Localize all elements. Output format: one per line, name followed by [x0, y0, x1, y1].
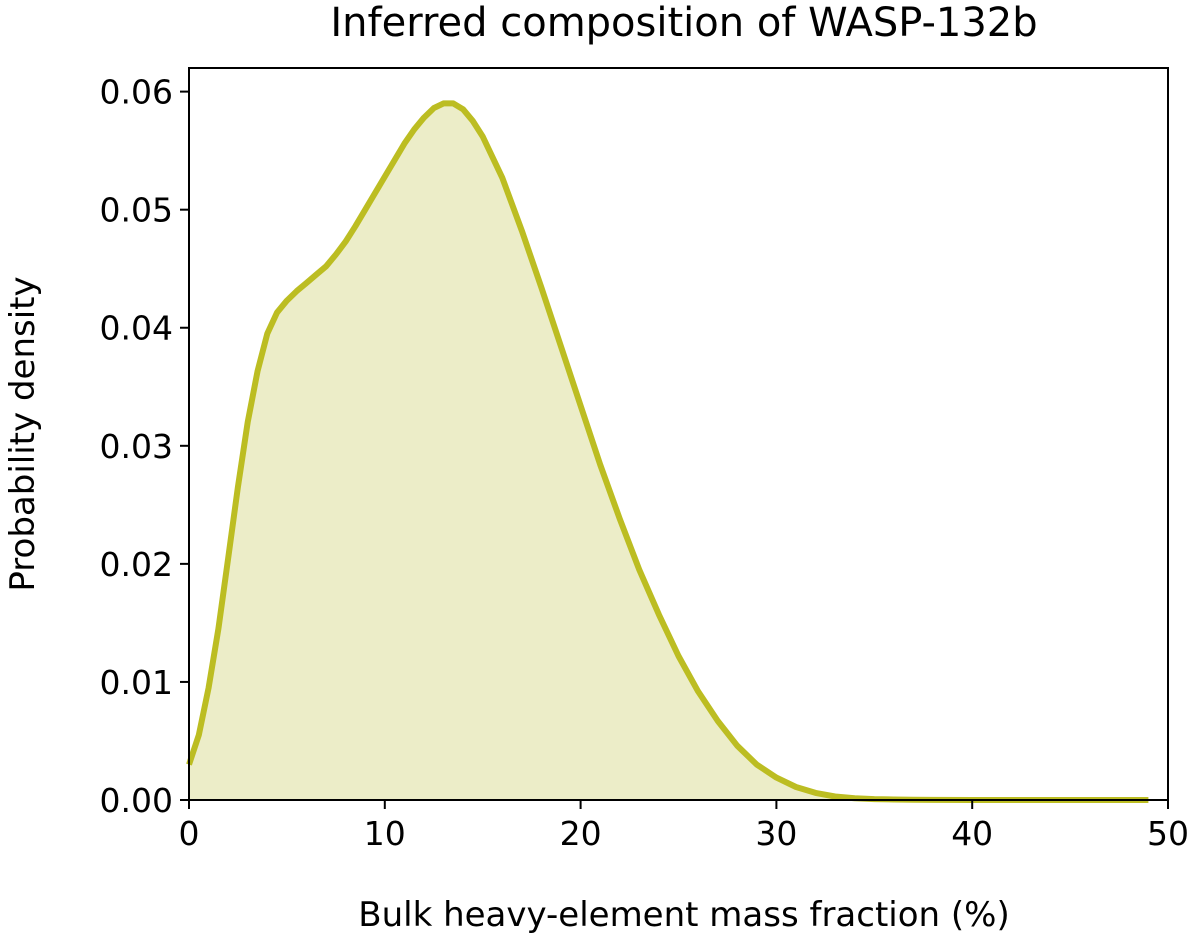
y-axis-label: Probability density: [3, 276, 43, 591]
x-tick-label: 30: [755, 814, 797, 853]
x-tick-label: 50: [1147, 814, 1189, 853]
y-tick-label: 0.02: [100, 545, 173, 584]
x-tick-label: 0: [179, 814, 200, 853]
axes-frame: [188, 67, 1169, 801]
y-tick-label: 0.04: [100, 309, 173, 348]
density-line-0: [186, 100, 1149, 803]
density-area-0: [189, 103, 1149, 800]
x-axis: 0 10 20 30 40 50: [179, 800, 1189, 853]
chart-title: Inferred composition of WASP-132b: [330, 0, 1037, 46]
x-tick-label: 10: [364, 814, 406, 853]
y-tick-label: 0.00: [100, 781, 173, 820]
y-tick-label: 0.03: [100, 427, 173, 466]
y-tick-label: 0.05: [100, 191, 173, 230]
y-tick-label: 0.06: [100, 73, 173, 112]
x-tick-label: 20: [560, 814, 602, 853]
plot-area: [186, 100, 1149, 803]
y-tick-label: 0.01: [100, 663, 173, 702]
y-axis: 0.00 0.01 0.02 0.03 0.04 0.05 0.06: [100, 73, 189, 820]
x-axis-label: Bulk heavy-element mass fraction (%): [358, 895, 1009, 935]
x-tick-label: 40: [951, 814, 993, 853]
